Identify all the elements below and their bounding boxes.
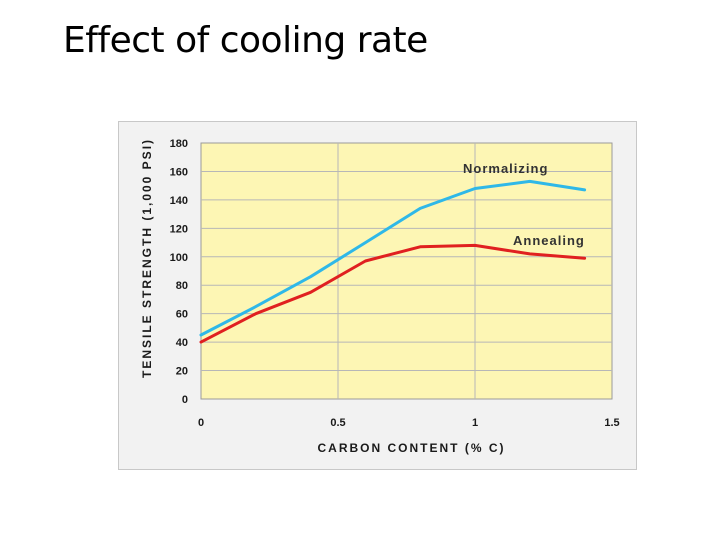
x-tick-label: 0 [198, 417, 204, 429]
series-label-annealing: Annealing [513, 233, 585, 248]
series-line-normalizing [199, 179, 587, 337]
y-tick-label: 160 [170, 166, 188, 178]
y-tick-label: 180 [170, 138, 188, 150]
y-tick-label: 40 [176, 337, 188, 349]
y-tick-label: 20 [176, 366, 188, 378]
slide-title: Effect of cooling rate [63, 20, 428, 61]
y-tick-label: 0 [182, 394, 188, 406]
x-tick-label: 0.5 [330, 417, 345, 429]
y-axis-title: TENSILE STRENGTH (1,000 PSI) [140, 138, 154, 378]
y-tick-label: 140 [170, 195, 188, 207]
y-tick-label: 60 [176, 309, 188, 321]
y-tick-label: 120 [170, 223, 188, 235]
x-tick-label: 1.5 [604, 417, 619, 429]
x-tick-label: 1 [472, 417, 478, 429]
series-label-normalizing: Normalizing [463, 161, 548, 176]
plot-area [200, 142, 613, 400]
y-tick-label: 80 [176, 280, 188, 292]
y-tick-label: 100 [170, 252, 188, 264]
series-line-annealing [199, 243, 587, 344]
x-axis-title: CARBON CONTENT (% C) [318, 441, 506, 455]
